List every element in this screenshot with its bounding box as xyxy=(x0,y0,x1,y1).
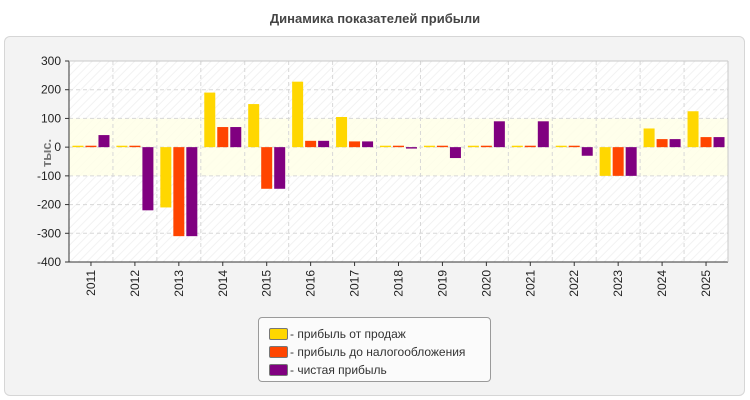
legend-label: - прибыль до налогообложения xyxy=(290,345,466,359)
bar xyxy=(449,147,461,159)
bar xyxy=(713,137,725,148)
y-tick-label: -100 xyxy=(37,169,61,183)
bar xyxy=(656,139,668,148)
legend-label: - прибыль от продаж xyxy=(290,327,406,341)
bar xyxy=(173,147,185,237)
legend-item: - чистая прибыль xyxy=(259,361,490,379)
bar xyxy=(142,147,154,211)
bar xyxy=(186,147,198,237)
bar xyxy=(204,92,216,148)
y-tick-label: -400 xyxy=(37,255,61,269)
x-tick-label: 2014 xyxy=(216,270,230,297)
legend-swatch xyxy=(269,364,288,376)
chart-title: Динамика показателей прибыли xyxy=(269,11,481,26)
bar xyxy=(349,141,361,148)
bar xyxy=(493,121,505,148)
bar xyxy=(85,145,97,148)
bar xyxy=(230,127,242,148)
bar xyxy=(423,145,435,148)
bar xyxy=(511,145,523,148)
y-axis-label: тыс. xyxy=(39,139,54,167)
bar xyxy=(261,147,273,189)
bar xyxy=(362,141,374,148)
x-tick-label: 2023 xyxy=(611,270,625,297)
bar xyxy=(160,147,172,208)
x-tick-label: 2016 xyxy=(304,270,318,297)
bar xyxy=(406,147,417,149)
bar xyxy=(568,145,580,148)
legend-swatch xyxy=(269,328,288,340)
bar xyxy=(555,145,567,148)
x-tick-label: 2020 xyxy=(479,270,493,297)
bar xyxy=(643,128,655,148)
bar xyxy=(336,116,348,148)
bar xyxy=(524,145,536,148)
bar xyxy=(393,145,404,148)
legend-swatch xyxy=(269,346,288,358)
bar xyxy=(700,137,712,148)
x-tick-label: 2017 xyxy=(348,270,362,297)
bar xyxy=(380,145,391,148)
y-tick-label: -200 xyxy=(37,198,61,212)
legend-label: - чистая прибыль xyxy=(290,363,387,377)
x-tick-label: 2012 xyxy=(128,270,142,297)
bar xyxy=(599,147,611,176)
legend-item: - прибыль от продаж xyxy=(259,325,490,343)
x-tick-label: 2018 xyxy=(392,270,406,297)
bar xyxy=(436,145,448,148)
bar xyxy=(669,139,681,148)
bar xyxy=(98,135,110,148)
bar xyxy=(129,145,141,148)
bar xyxy=(248,104,260,148)
bar xyxy=(116,145,128,148)
bar xyxy=(467,145,479,148)
bar xyxy=(274,147,286,189)
x-tick-label: 2021 xyxy=(523,270,537,297)
bar xyxy=(292,81,304,148)
bar xyxy=(217,127,229,148)
bar xyxy=(687,111,699,148)
x-tick-label: 2019 xyxy=(435,270,449,297)
legend-item: - прибыль до налогообложения xyxy=(259,343,490,361)
bar xyxy=(612,147,624,176)
bar xyxy=(305,140,317,148)
bar xyxy=(72,145,84,148)
x-tick-label: 2011 xyxy=(84,270,98,296)
bar xyxy=(625,147,637,176)
x-tick-label: 2022 xyxy=(567,270,581,297)
y-tick-label: 200 xyxy=(41,83,61,97)
y-tick-label: 300 xyxy=(41,54,61,68)
bar xyxy=(537,121,549,148)
chart-legend: - прибыль от продаж - прибыль до налогооб… xyxy=(258,317,491,382)
y-tick-label: -300 xyxy=(37,226,61,240)
x-tick-label: 2015 xyxy=(260,270,274,297)
bar xyxy=(581,147,593,156)
bar xyxy=(480,145,492,148)
x-tick-label: 2013 xyxy=(172,270,186,297)
bar xyxy=(318,140,330,148)
x-tick-label: 2025 xyxy=(699,270,713,297)
x-tick-label: 2024 xyxy=(655,270,669,297)
y-tick-label: 100 xyxy=(41,111,61,125)
y-tick-label: 0 xyxy=(54,140,61,154)
